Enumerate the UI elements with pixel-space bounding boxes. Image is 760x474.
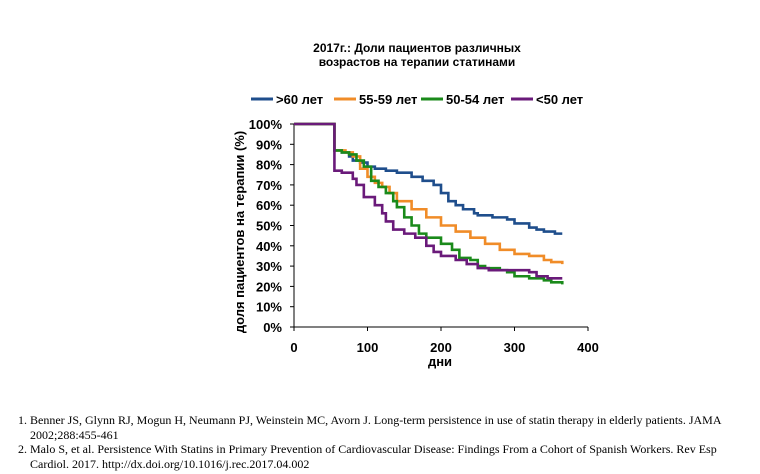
y-tick-label: 70% [256,178,282,193]
y-tick-label: 80% [256,158,282,173]
x-tick-label: 400 [577,340,599,355]
reference-item: 1. Benner JS, Glynn RJ, Mogun H, Neumann… [18,413,738,442]
statin-persistence-chart: 2017г.: Доли пациентов различных возраст… [232,41,599,369]
y-tick-label: 30% [256,259,282,274]
y-tick-label: 60% [256,198,282,213]
x-tick-label: 0 [290,340,297,355]
x-tick-label: 100 [357,340,379,355]
y-tick-label: 40% [256,239,282,254]
y-tick-label: 20% [256,279,282,294]
y-axis-ticks: 0% 10% 20% 30% 40% 50% 60% 70% 80% 90% 100% [249,117,294,335]
y-tick-label: 90% [256,137,282,152]
x-tick-label: 300 [504,340,526,355]
chart-legend: >60 лет 55-59 лет 50-54 лет <50 лет [251,92,583,107]
y-tick-label: 100% [249,117,283,132]
y-tick-label: 50% [256,219,282,234]
references: 1. Benner JS, Glynn RJ, Mogun H, Neumann… [18,413,738,471]
legend-label: 50-54 лет [446,92,504,107]
reference-text: Malo S, et al. Persistence With Statins … [30,442,717,471]
chart-series [294,122,564,285]
reference-item: 2. Malo S, et al. Persistence With Stati… [18,442,738,471]
y-tick-label: 0% [263,320,282,335]
chart-title-line-2: возрастов на терапии статинами [319,55,516,69]
legend-label: >60 лет [276,92,323,107]
series-line-3 [294,122,564,285]
reference-number: 1. [18,413,27,427]
reference-number: 2. [18,442,27,456]
series-line-4 [294,122,563,280]
x-tick-label: 200 [430,340,452,355]
y-axis-label: доля пациентов на терапии (%) [232,131,247,333]
chart-title-line-1: 2017г.: Доли пациентов различных [313,41,521,55]
legend-label: <50 лет [536,92,583,107]
x-axis-label: дни [428,354,452,369]
series-line-2 [294,122,564,265]
legend-label: 55-59 лет [359,92,417,107]
y-tick-label: 10% [256,300,282,315]
x-axis-ticks: 0 100 200 300 400 [290,327,599,355]
reference-text: Benner JS, Glynn RJ, Mogun H, Neumann PJ… [30,413,721,442]
